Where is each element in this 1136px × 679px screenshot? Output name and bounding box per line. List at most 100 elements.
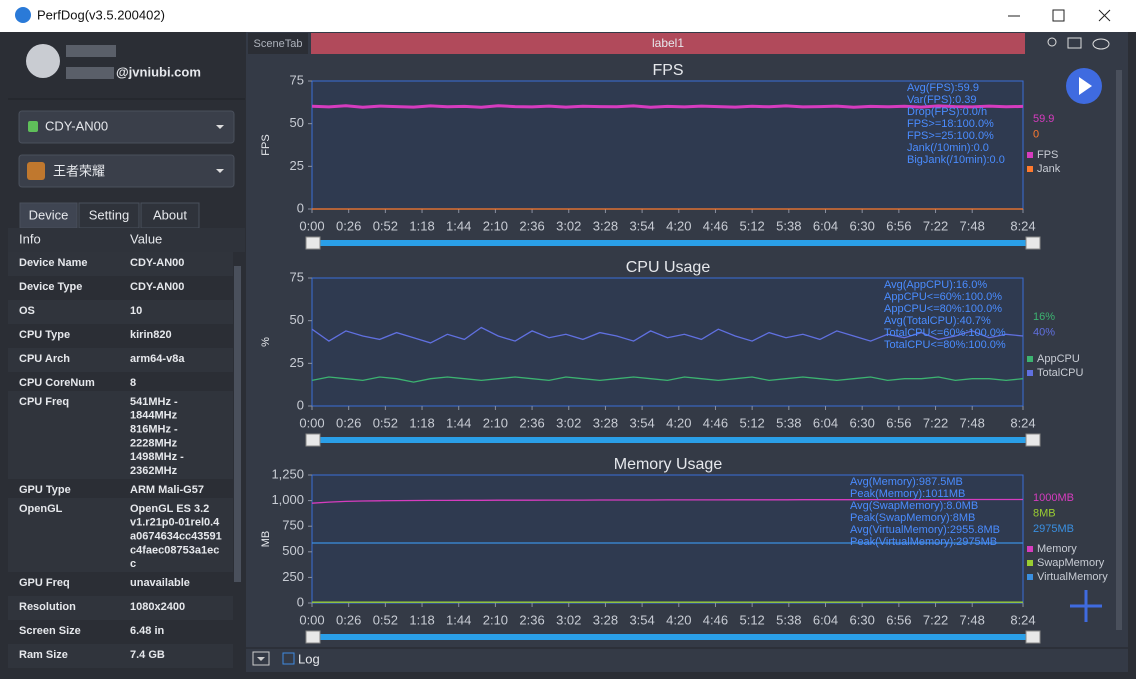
row-label: Device Name xyxy=(19,257,88,269)
stat-text: Jank(/10min):0.0 xyxy=(907,142,989,154)
x-tick-label: 5:38 xyxy=(776,415,801,430)
x-tick-label: 5:38 xyxy=(776,612,801,627)
tab-label: Setting xyxy=(89,207,129,222)
row-label: GPU Freq xyxy=(19,577,70,589)
y-tick-label: 25 xyxy=(290,158,304,173)
x-tick-label: 8:24 xyxy=(1010,218,1035,233)
table-row xyxy=(8,572,233,596)
stat-text: Peak(Memory):1011MB xyxy=(850,488,965,500)
legend-swatch xyxy=(1027,356,1033,362)
x-tick-label: 4:46 xyxy=(703,612,728,627)
x-tick-label: 2:10 xyxy=(483,612,508,627)
x-tick-label: 6:04 xyxy=(813,415,838,430)
current-value: 59.9 xyxy=(1033,113,1054,125)
row-value: arm64-v8a xyxy=(130,353,185,365)
app-dropdown[interactable] xyxy=(18,154,235,188)
stat-text: Avg(VirtualMemory):2955.8MB xyxy=(850,524,1000,536)
row-label: CPU Freq xyxy=(19,396,69,408)
y-tick-label: 750 xyxy=(282,518,304,533)
current-value: 40% xyxy=(1033,326,1055,338)
x-tick-label: 1:44 xyxy=(446,415,471,430)
location-icon[interactable] xyxy=(1047,37,1057,47)
avatar xyxy=(26,44,60,78)
scene-tab[interactable] xyxy=(248,33,308,54)
x-tick-label: 6:04 xyxy=(813,612,838,627)
legend-label: TotalCPU xyxy=(1037,367,1084,379)
y-tick-label: 250 xyxy=(282,569,304,584)
device-name: CDY-AN00 xyxy=(45,118,108,133)
tab[interactable] xyxy=(19,202,78,229)
time-slider[interactable] xyxy=(312,634,1033,640)
x-tick-label: 6:56 xyxy=(886,415,911,430)
series-line xyxy=(311,498,1023,504)
row-value: CDY-AN00 xyxy=(130,257,184,269)
table-row xyxy=(8,252,233,276)
slider-handle[interactable] xyxy=(1025,433,1041,447)
x-tick-label: 0:52 xyxy=(373,415,398,430)
log-checkbox[interactable] xyxy=(282,652,295,665)
x-tick-label: 4:20 xyxy=(666,415,691,430)
dropdown-arrow xyxy=(216,125,224,129)
x-tick-label: 6:56 xyxy=(886,612,911,627)
y-tick-label: 0 xyxy=(297,594,304,609)
stat-text: Avg(SwapMemory):8.0MB xyxy=(850,500,978,512)
stat-text: Avg(FPS):59.9 xyxy=(907,82,979,94)
x-tick-label: 6:30 xyxy=(850,218,875,233)
device-dropdown[interactable] xyxy=(18,110,235,144)
series-line xyxy=(311,104,1024,109)
label-bar[interactable] xyxy=(311,33,1025,54)
scrollbar[interactable] xyxy=(1116,70,1122,630)
stat-text: Avg(TotalCPU):40.7% xyxy=(884,315,991,327)
legend-swatch xyxy=(1027,152,1033,158)
close-button[interactable] xyxy=(1098,9,1111,22)
x-tick-label: 4:20 xyxy=(666,612,691,627)
slider-handle[interactable] xyxy=(305,630,321,644)
x-tick-label: 3:28 xyxy=(593,415,618,430)
x-tick-label: 7:48 xyxy=(960,218,985,233)
chart-title: Memory Usage xyxy=(614,456,723,473)
slider-handle[interactable] xyxy=(305,236,321,250)
time-slider[interactable] xyxy=(312,437,1033,443)
row-value: 1080x2400 xyxy=(130,601,185,613)
x-tick-label: 1:18 xyxy=(409,415,434,430)
row-value: 2362MHz xyxy=(130,465,178,477)
tab-label: About xyxy=(153,207,187,222)
row-value: 8 xyxy=(130,377,136,389)
y-axis-label: % xyxy=(260,337,272,347)
stat-text: Peak(SwapMemory):8MB xyxy=(850,512,975,524)
x-tick-label: 5:12 xyxy=(739,218,764,233)
table-row xyxy=(8,644,233,668)
maximize-button[interactable] xyxy=(1052,9,1065,22)
play-icon xyxy=(1079,77,1092,95)
legend-swatch xyxy=(1027,546,1033,552)
legend-label: VirtualMemory xyxy=(1037,571,1108,583)
row-value: kirin820 xyxy=(130,329,172,341)
add-button[interactable] xyxy=(1070,590,1102,622)
collapse-button[interactable] xyxy=(252,651,270,666)
blurred-name xyxy=(66,67,114,79)
label-bar-text: label1 xyxy=(652,36,684,50)
slider-handle[interactable] xyxy=(305,433,321,447)
stat-text: FPS>=25:100.0% xyxy=(907,130,994,142)
x-tick-label: 3:54 xyxy=(629,218,654,233)
x-tick-label: 5:12 xyxy=(739,415,764,430)
folder-icon[interactable] xyxy=(1067,37,1082,49)
y-tick-label: 500 xyxy=(282,543,304,558)
x-tick-label: 2:10 xyxy=(483,218,508,233)
row-value: 7.4 GB xyxy=(130,649,165,661)
y-tick-label: 50 xyxy=(290,312,304,327)
table-row xyxy=(8,620,233,644)
table-scrollbar[interactable] xyxy=(234,266,241,582)
slider-handle[interactable] xyxy=(1025,630,1041,644)
tab[interactable] xyxy=(140,202,200,229)
x-tick-label: 2:10 xyxy=(483,415,508,430)
x-tick-label: 6:30 xyxy=(850,415,875,430)
x-tick-label: 4:46 xyxy=(703,415,728,430)
slider-handle[interactable] xyxy=(1025,236,1041,250)
time-slider[interactable] xyxy=(312,240,1033,246)
plot-area xyxy=(311,474,1024,604)
cloud-icon[interactable] xyxy=(1092,38,1110,50)
row-value: v1.r21p0-01rel0.4 xyxy=(130,517,220,529)
app-name: 王者荣耀 xyxy=(53,163,105,178)
scene-tab-label: SceneTab xyxy=(254,38,303,50)
